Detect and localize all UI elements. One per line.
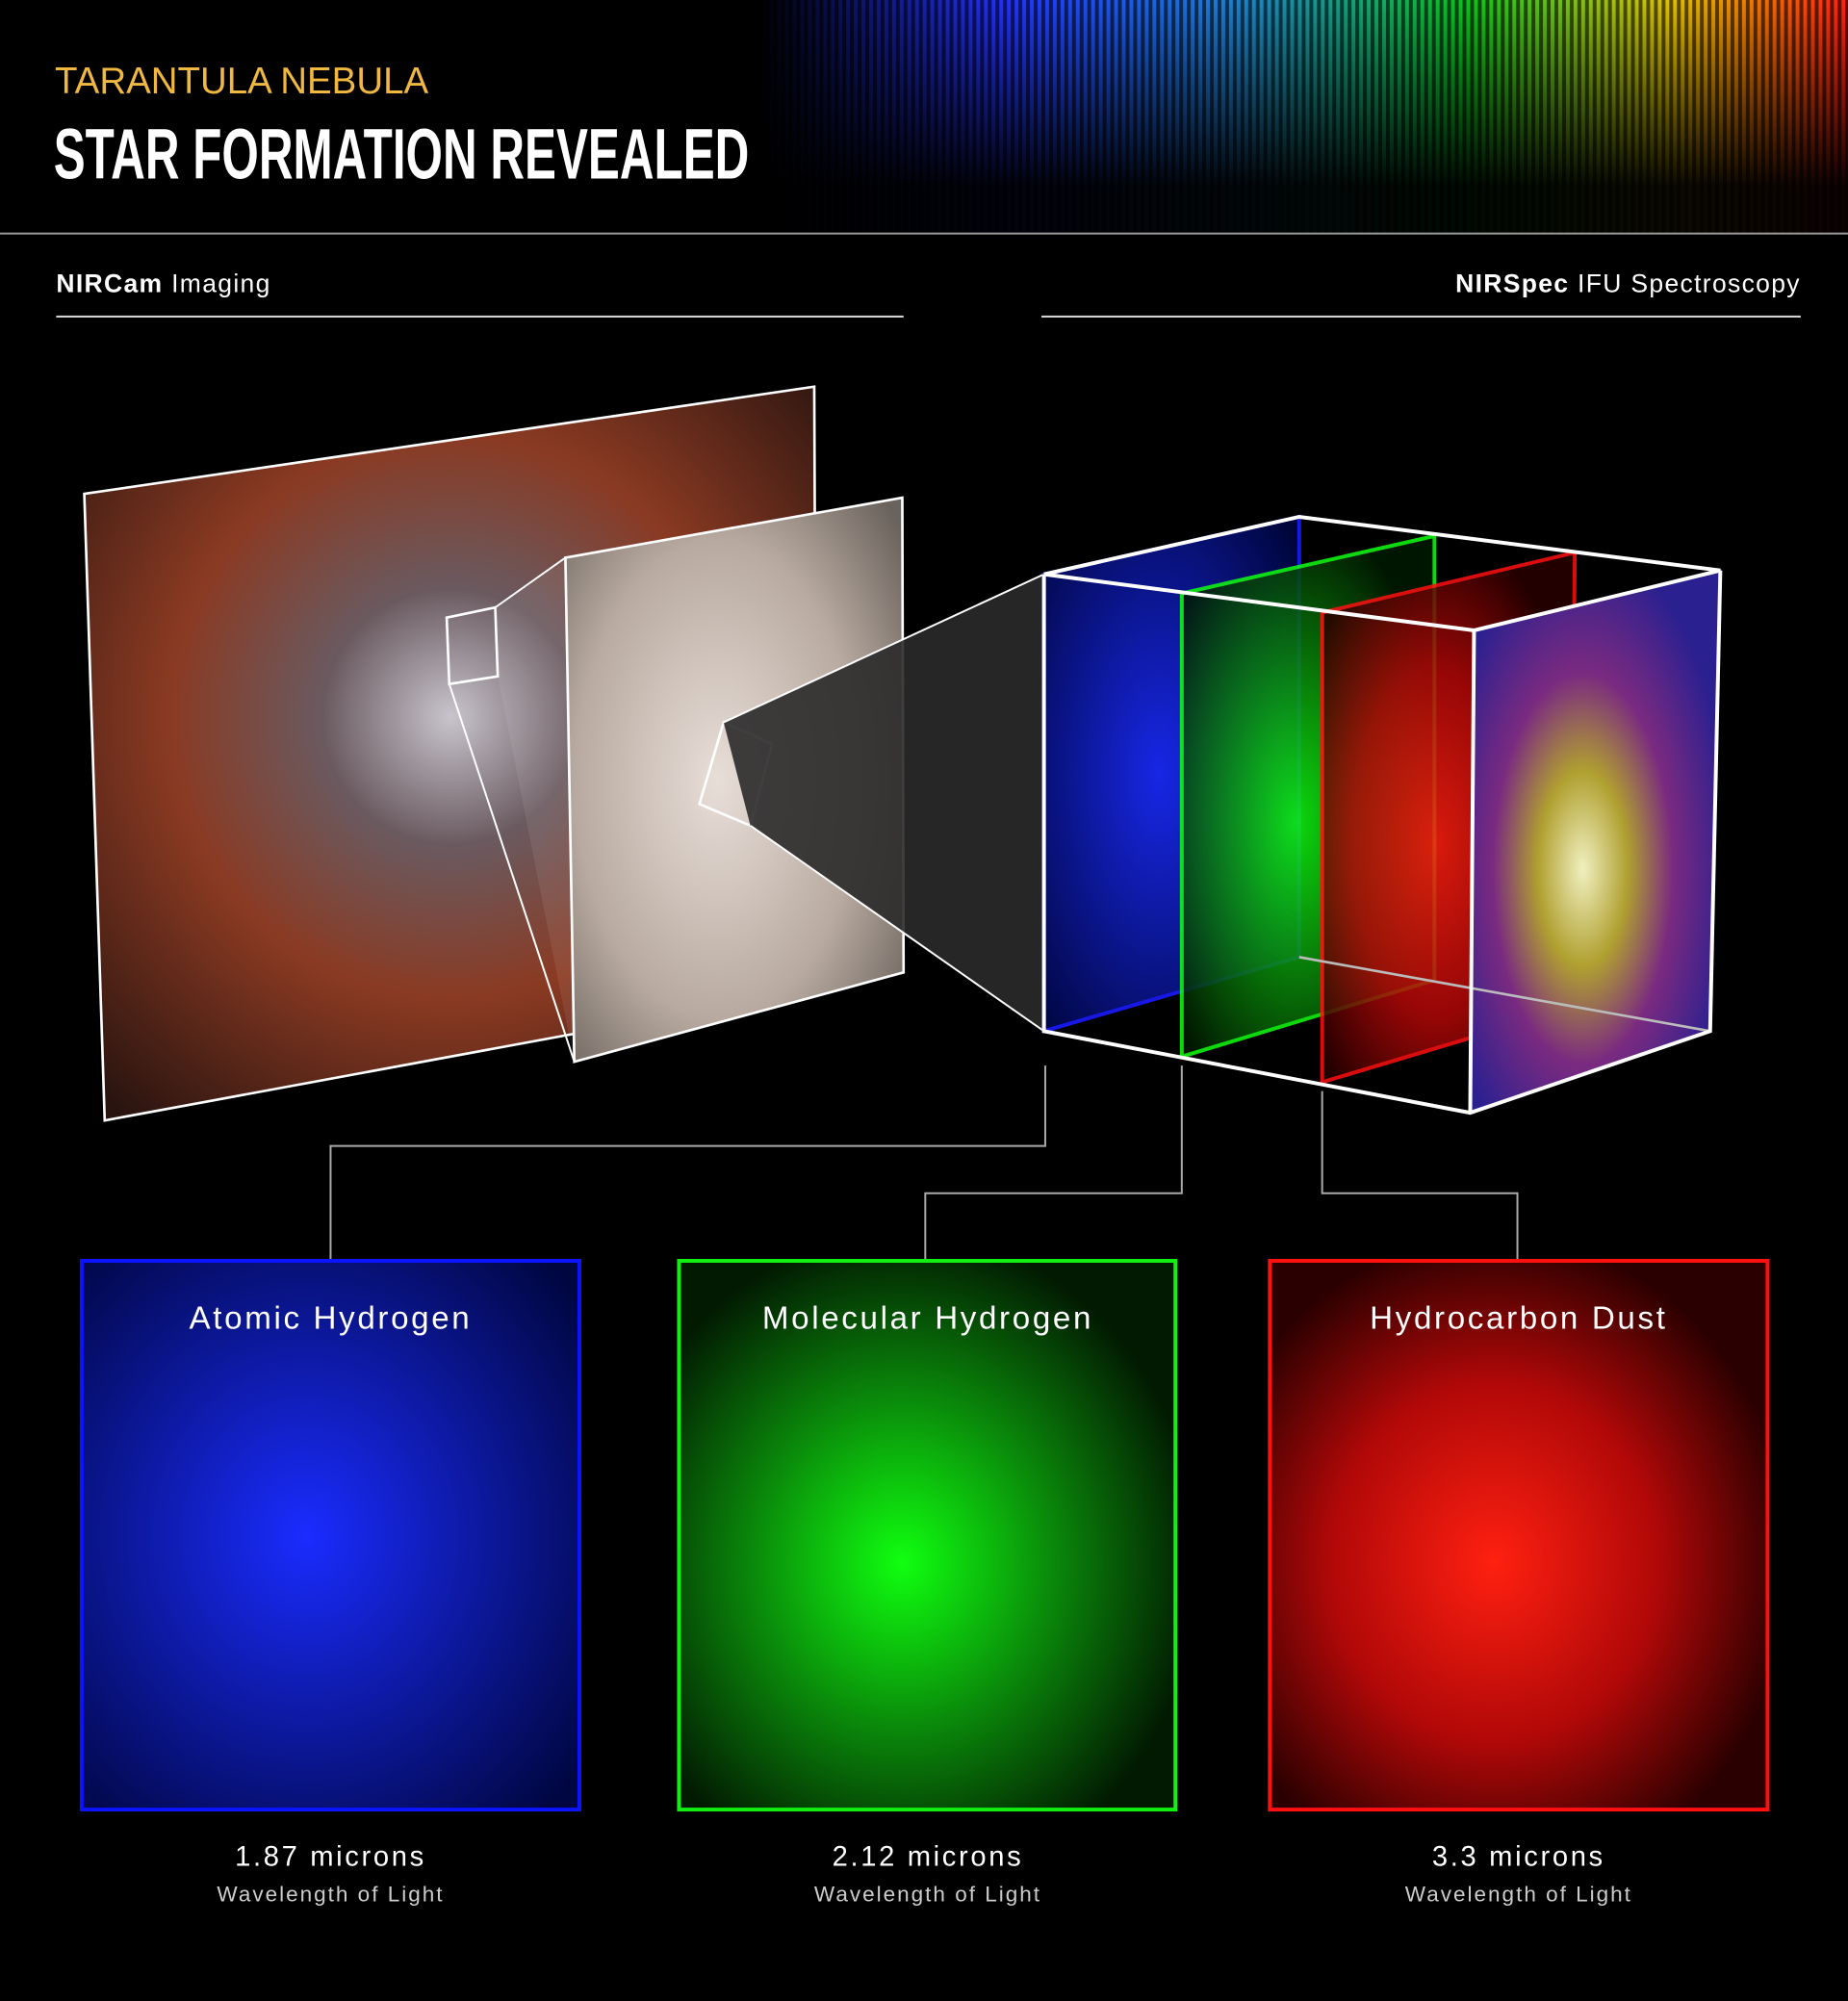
wavelength-caption: Wavelength of Light <box>1405 1883 1632 1907</box>
section-label-nirspec: NIRSpec IFU Spectroscopy <box>1455 269 1801 298</box>
panel-title: Molecular Hydrogen <box>762 1300 1093 1336</box>
wavelength-value: 1.87 microns <box>235 1841 426 1872</box>
slice-composite <box>1470 570 1721 1114</box>
zoom-box-1 <box>445 605 500 686</box>
section-label-nircam: NIRCam Imaging <box>56 269 270 298</box>
page-title: STAR FORMATION REVEALED <box>54 115 750 194</box>
panel-title: Atomic Hydrogen <box>190 1300 473 1336</box>
wavelength-value: 2.12 microns <box>833 1841 1024 1872</box>
connector-lines <box>329 1065 1519 1260</box>
kicker: TARANTULA NEBULA <box>55 61 428 102</box>
nebula-zoom-image <box>564 496 906 1064</box>
panel-atomic-hydrogen: Atomic Hydrogen 1.87 microns Wavelength … <box>79 1258 581 1907</box>
wavelength-value: 3.3 microns <box>1432 1841 1605 1872</box>
panel-hydrocarbon-dust: Hydrocarbon Dust 3.3 microns Wavelength … <box>1268 1258 1770 1907</box>
projection-beam <box>723 574 1044 1032</box>
panel-molecular-hydrogen: Molecular Hydrogen 2.12 microns Waveleng… <box>677 1258 1178 1907</box>
wavelength-caption: Wavelength of Light <box>814 1883 1041 1907</box>
wavelength-caption: Wavelength of Light <box>217 1883 444 1907</box>
header: TARANTULA NEBULA STAR FORMATION REVEALED <box>0 0 1848 235</box>
panel-title: Hydrocarbon Dust <box>1370 1300 1667 1336</box>
ifu-data-cube <box>1041 514 1723 1116</box>
